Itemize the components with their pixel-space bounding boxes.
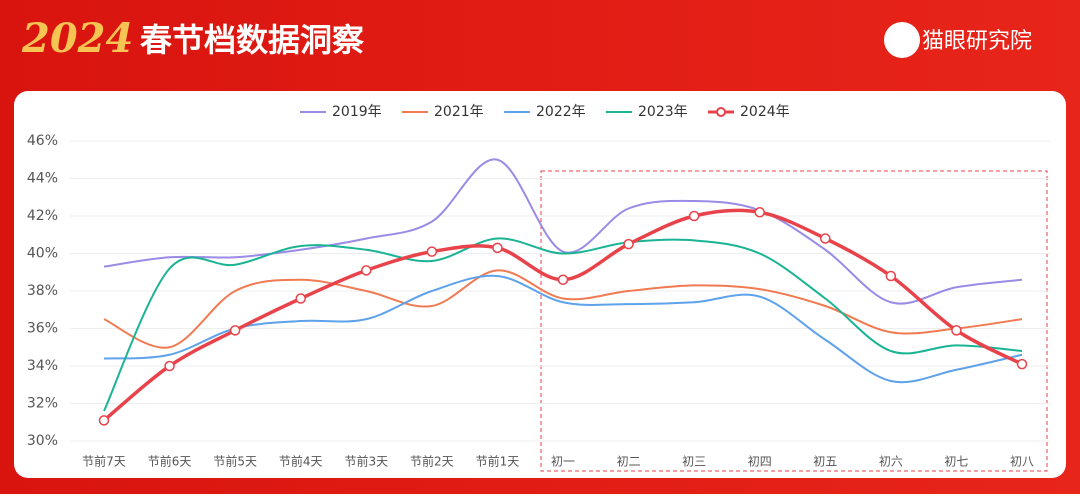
- series-line: [103, 158, 1023, 305]
- x-tick-label: 节前3天: [344, 454, 388, 469]
- point-marker: [164, 360, 175, 372]
- point-marker: [98, 415, 110, 426]
- point-marker: [623, 238, 634, 250]
- x-tick-label: 初六: [879, 455, 903, 469]
- point-marker: [295, 293, 306, 304]
- legend-label: 2021年: [434, 104, 484, 120]
- x-tick-label: 初一: [551, 455, 575, 469]
- legend-label: 2023年: [638, 104, 688, 120]
- point-marker: [885, 270, 897, 282]
- x-tick-label: 节前5天: [213, 454, 257, 469]
- legend-label: 2024年: [740, 104, 790, 120]
- x-tick-label: 节前1天: [476, 454, 520, 469]
- point-marker: [1016, 358, 1028, 370]
- point-marker: [557, 274, 569, 285]
- x-tick-label: 节前7天: [82, 454, 126, 469]
- legend-label: 2019年: [332, 104, 382, 120]
- x-tick-label: 节前2天: [410, 454, 454, 469]
- point-marker: [492, 242, 503, 254]
- point-marker: [820, 233, 831, 244]
- x-tick-label: 初七: [944, 455, 968, 469]
- y-tick-label: 42%: [27, 208, 58, 224]
- legend-marker: [716, 107, 726, 117]
- header-year: 2024: [21, 15, 133, 62]
- x-tick-label: 初五: [813, 455, 837, 469]
- point-marker: [361, 265, 372, 276]
- point-marker: [426, 246, 438, 257]
- point-marker: [754, 207, 765, 218]
- point-marker: [229, 325, 241, 336]
- header-title: 春节档数据洞察: [140, 21, 364, 59]
- x-tick-label: 初四: [748, 455, 772, 469]
- series-line: [103, 269, 1023, 349]
- legend-label: 2022年: [536, 104, 586, 120]
- y-tick-label: 34%: [27, 358, 58, 374]
- y-tick-label: 44%: [27, 171, 58, 187]
- x-tick-label: 节前4天: [279, 454, 323, 469]
- chart-card: [14, 91, 1066, 478]
- series-line: [103, 237, 1023, 412]
- y-tick-label: 40%: [27, 246, 58, 262]
- y-tick-label: 32%: [27, 396, 58, 412]
- x-tick-label: 初八: [1010, 455, 1034, 469]
- x-tick-label: 初三: [682, 455, 706, 469]
- y-tick-label: 36%: [27, 321, 58, 337]
- x-tick-label: 节前6天: [148, 454, 192, 469]
- highlight-box: [540, 170, 1048, 472]
- point-marker: [688, 210, 700, 222]
- y-tick-label: 38%: [27, 283, 58, 299]
- y-tick-label: 46%: [27, 133, 58, 149]
- point-marker: [951, 325, 962, 336]
- brand-name: 猫眼研究院: [922, 29, 1032, 54]
- y-tick-label: 30%: [27, 433, 58, 449]
- series-line: [103, 274, 1023, 384]
- x-tick-label: 初二: [617, 455, 641, 469]
- brand-logo: [884, 22, 920, 58]
